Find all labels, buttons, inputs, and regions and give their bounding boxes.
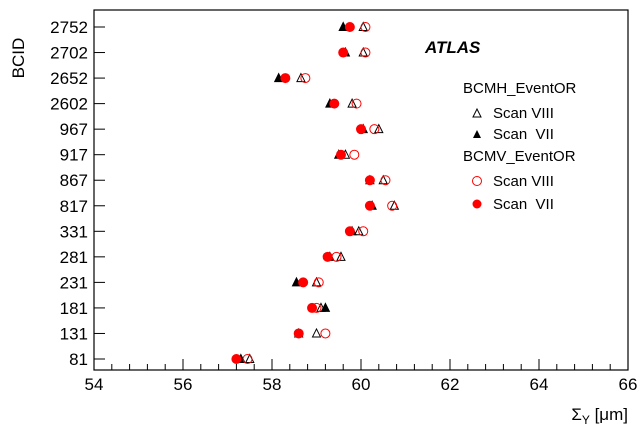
data-point-filled-circle xyxy=(322,251,333,262)
data-point-open-triangle xyxy=(311,276,322,287)
y-tick-label: 181 xyxy=(60,299,88,318)
data-point-open-circle xyxy=(360,22,371,32)
y-tick-label: 81 xyxy=(69,350,88,369)
y-tick-label: 867 xyxy=(60,171,88,190)
data-point-filled-circle xyxy=(364,175,375,186)
data-point-open-circle xyxy=(242,354,253,364)
y-tick-label: 817 xyxy=(60,197,88,216)
x-tick-label: 54 xyxy=(85,375,104,394)
legend-entry-bcmh-scan-vii: Scan VII xyxy=(493,126,554,143)
y-tick-label: 967 xyxy=(60,120,88,139)
data-point-open-triangle xyxy=(389,200,400,210)
data-point-filled-circle xyxy=(280,73,291,84)
data-point-open-circle xyxy=(360,47,371,58)
atlas-label: ATLAS xyxy=(424,38,481,57)
plot-frame xyxy=(93,9,629,371)
data-point-filled-circle xyxy=(231,354,242,364)
data-point-filled-circle xyxy=(329,98,340,109)
data-point-open-triangle xyxy=(358,21,369,31)
data-point-filled-circle xyxy=(293,328,304,339)
data-point-filled-circle xyxy=(307,302,318,313)
y-tick-label: 2702 xyxy=(50,44,88,63)
y-tick-label: 2652 xyxy=(50,69,88,88)
data-point-filled-triangle xyxy=(320,302,331,312)
x-axis-title-unit: [μm] xyxy=(590,405,628,424)
y-axis: 81 131 181 231 281 331 817 867 917 967 2602 2652 270… xyxy=(50,18,105,369)
legend-entry-bcmv-scan-vii: Scan VII xyxy=(493,196,554,213)
y-tick-label: 917 xyxy=(60,146,88,165)
x-axis-title-subscript: Y xyxy=(582,413,590,427)
data-point-open-circle xyxy=(300,73,311,84)
data-point-filled-circle xyxy=(298,277,309,288)
data-point-open-triangle xyxy=(296,72,306,83)
y-tick-label: 131 xyxy=(60,324,88,343)
data-point-open-triangle xyxy=(373,123,384,134)
data-point-open-circle xyxy=(313,277,324,288)
data-point-open-circle xyxy=(331,251,342,262)
legend-group-title-bcmv: BCMV_EventOR xyxy=(463,148,576,165)
data-point-filled-circle xyxy=(338,47,349,58)
legend-group-title-bcmh: BCMH_EventOR xyxy=(463,80,577,97)
legend-entry-bcmh-scan-viii: Scan VIII xyxy=(493,105,554,122)
data-point-filled-circle xyxy=(335,149,346,160)
x-tick-label: 66 xyxy=(619,375,638,394)
x-axis: 54 56 58 60 62 64 66 xyxy=(85,359,638,394)
legend-marker-filled-circle xyxy=(472,199,482,209)
data-markers xyxy=(231,21,400,364)
data-point-open-triangle xyxy=(311,327,322,338)
data-point-open-triangle xyxy=(347,97,357,108)
data-point-open-circle xyxy=(351,98,362,109)
legend-entry-bcmv-scan-viii: Scan VIII xyxy=(493,173,554,190)
data-point-open-triangle xyxy=(244,353,255,363)
data-point-open-circle xyxy=(349,149,360,160)
data-point-open-circle xyxy=(320,328,331,339)
x-tick-label: 58 xyxy=(263,375,282,394)
y-tick-label: 281 xyxy=(60,248,88,267)
data-point-open-circle xyxy=(387,200,398,211)
x-axis-title-symbol: Σ xyxy=(571,405,582,424)
y-tick-label: 231 xyxy=(60,273,88,292)
x-tick-label: 60 xyxy=(352,375,371,394)
data-point-open-triangle xyxy=(336,251,346,261)
x-tick-label: 62 xyxy=(441,375,460,394)
y-tick-label: 2752 xyxy=(50,18,88,37)
x-axis-title: ΣY [μm] xyxy=(571,405,628,427)
data-point-filled-circle xyxy=(356,124,366,135)
data-point-open-triangle xyxy=(358,46,369,57)
data-point-open-triangle xyxy=(353,225,364,236)
legend-marker-filled-triangle xyxy=(473,130,481,138)
data-point-filled-circle xyxy=(344,22,355,32)
data-point-open-triangle xyxy=(378,174,389,185)
y-axis-title: BCID xyxy=(9,38,28,79)
data-point-open-circle xyxy=(358,226,369,237)
data-point-filled-circle xyxy=(364,200,375,211)
legend-marker-open-triangle xyxy=(472,107,482,118)
y-tick-label: 331 xyxy=(60,222,88,241)
legend: BCMH_EventOR Scan VIII Scan VII BCMV_Eve… xyxy=(463,80,577,213)
legend-marker-open-circle xyxy=(472,176,482,186)
data-point-filled-circle xyxy=(344,226,355,237)
x-tick-label: 64 xyxy=(530,375,549,394)
x-tick-label: 56 xyxy=(174,375,193,394)
data-point-open-circle xyxy=(380,175,391,186)
y-tick-label: 2602 xyxy=(50,95,88,114)
data-point-open-circle xyxy=(369,124,380,135)
